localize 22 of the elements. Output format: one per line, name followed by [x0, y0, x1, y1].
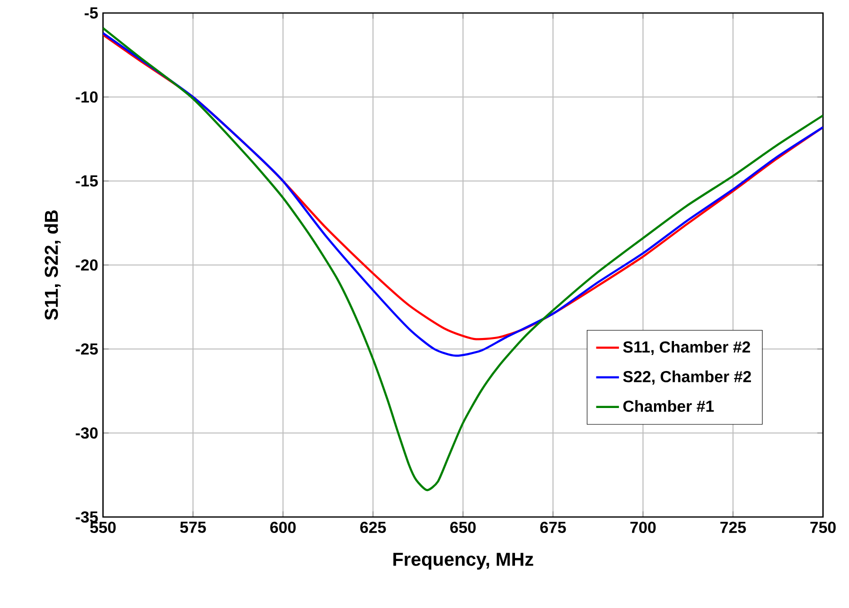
y-tick-label: -25: [76, 343, 98, 355]
legend-label: S22, Chamber #2: [623, 370, 751, 385]
y-tick-label: -20: [76, 259, 98, 271]
x-tick-label: 625: [360, 522, 386, 534]
y-tick-label: -35: [76, 511, 98, 523]
x-tick-label: 550: [90, 522, 116, 534]
legend-label: S11, Chamber #2: [623, 340, 750, 356]
x-tick-label: 575: [180, 522, 206, 533]
x-axis-title: Frequency, MHz: [393, 552, 534, 570]
y-tick-label: -10: [76, 91, 98, 103]
y-tick-label: -5: [84, 7, 98, 19]
x-tick-label: 675: [540, 522, 566, 534]
y-axis-title: S11, S22, dB: [44, 210, 61, 320]
y-tick-label: -15: [76, 175, 98, 187]
line-series: [103, 27, 824, 492]
y-tick-label: -30: [76, 427, 98, 439]
x-tick-label: 750: [810, 522, 836, 534]
x-tick-label: 700: [630, 522, 656, 534]
legend-label: Chamber #1: [623, 400, 714, 412]
x-tick-label: 600: [270, 522, 296, 534]
x-tick-label: 725: [720, 522, 746, 534]
x-tick-label: 650: [450, 522, 476, 534]
